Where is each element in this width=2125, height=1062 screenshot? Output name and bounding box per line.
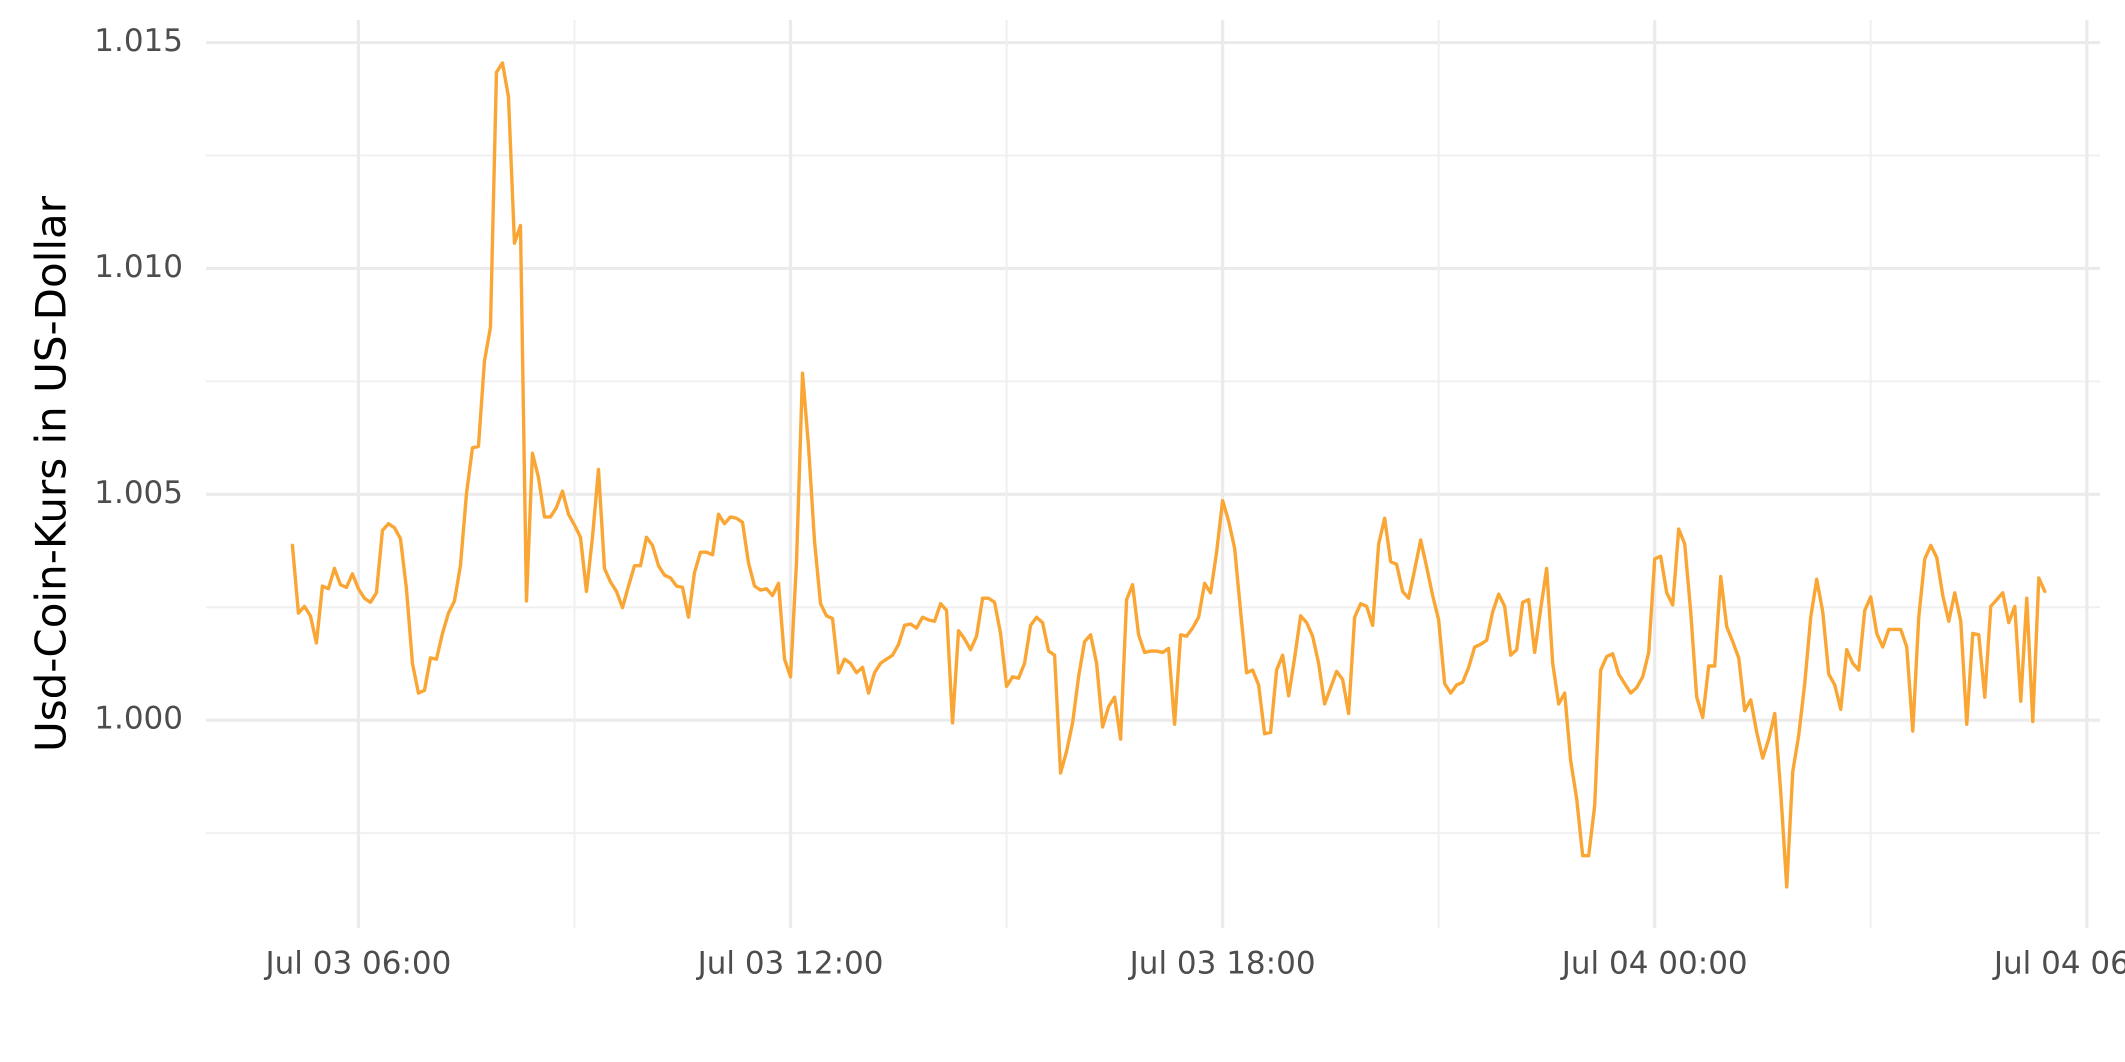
y-axis-title: Usd-Coin-Kurs in US-Dollar [27,195,76,752]
x-tick-label: Jul 03 18:00 [1128,946,1316,982]
x-tick-label: Jul 03 06:00 [263,946,451,982]
price-line [290,61,2047,889]
marks [290,61,2047,889]
y-tick-label: 1.005 [94,475,183,511]
grid [206,20,2100,928]
y-tick-label: 1.015 [94,23,183,59]
x-tick-label: Jul 04 00:00 [1560,946,1748,982]
y-tick-label: 1.010 [94,249,183,285]
x-tick-label: Jul 04 06:00 [1992,946,2125,982]
x-tick-label: Jul 03 12:00 [696,946,884,982]
labels: 1.000 1.005 1.010 1.015 Jul 03 06:00 Jul 03 1… [94,23,2125,981]
y-tick-label: 1.000 [94,701,183,737]
